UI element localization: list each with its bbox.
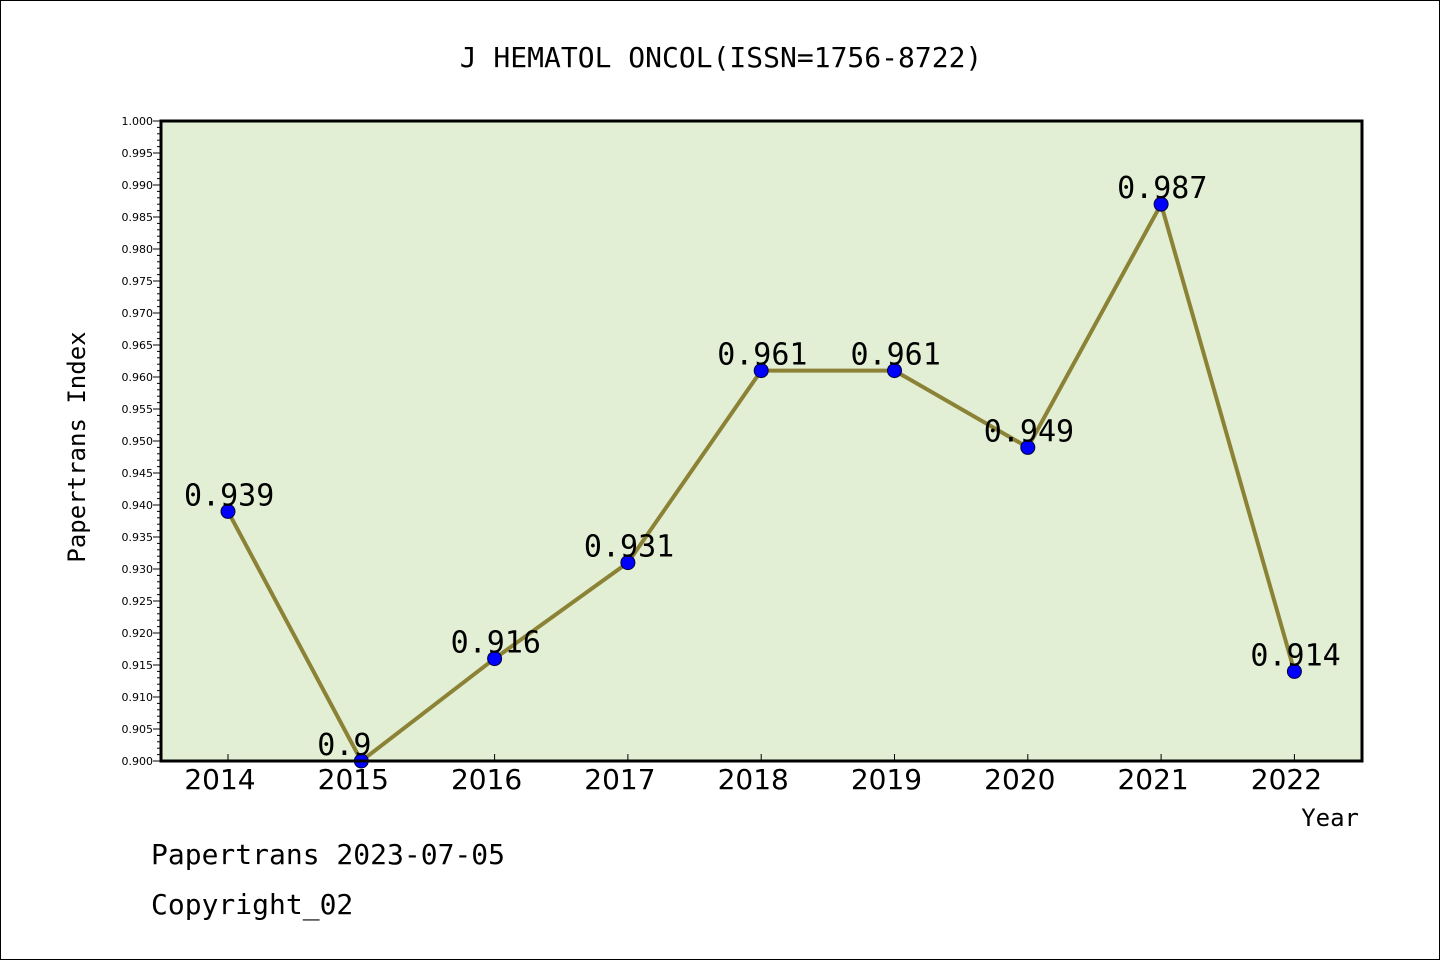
x-tick-label: 2014 bbox=[184, 763, 255, 796]
data-point-2018 bbox=[753, 363, 769, 379]
data-point-2017 bbox=[620, 555, 636, 571]
y-tick-label: 0.980 bbox=[122, 243, 154, 256]
data-point-2021 bbox=[1153, 196, 1169, 212]
y-tick-label: 0.950 bbox=[122, 435, 154, 448]
data-label-2018: 0.961 bbox=[717, 338, 807, 373]
y-tick-label: 0.995 bbox=[122, 147, 154, 160]
y-tick-label: 0.925 bbox=[122, 595, 154, 608]
y-axis: 0.900 0.905 0.910 0.915 0.920 0.925 0.930 0.935… bbox=[122, 115, 161, 768]
y-tick-label: 0.960 bbox=[122, 371, 154, 384]
data-label-2016: 0.916 bbox=[451, 626, 541, 661]
x-tick-label: 2018 bbox=[718, 763, 789, 796]
plot-border bbox=[159, 119, 1364, 763]
data-point-2014 bbox=[220, 503, 236, 519]
x-tick-label: 2016 bbox=[451, 763, 522, 796]
x-tick-label: 2015 bbox=[318, 763, 389, 796]
y-tick-label: 0.985 bbox=[122, 211, 154, 224]
y-tick-label: 0.910 bbox=[122, 691, 154, 704]
chart-title: J HEMATOL ONCOL(ISSN=1756-8722) bbox=[460, 41, 983, 74]
data-label-2017: 0.931 bbox=[584, 530, 674, 565]
data-label-2020: 0.949 bbox=[984, 414, 1074, 449]
y-tick-label: 0.930 bbox=[122, 563, 154, 576]
x-tick-label: 2019 bbox=[851, 763, 922, 796]
y-tick-label: 0.965 bbox=[122, 339, 154, 352]
y-tick-label: 0.970 bbox=[122, 307, 154, 320]
data-label-2021: 0.987 bbox=[1117, 171, 1207, 206]
y-tick-label: 0.955 bbox=[122, 403, 154, 416]
plot-area bbox=[161, 121, 1362, 761]
x-axis-label: Year bbox=[1301, 804, 1359, 832]
x-tick-label: 2017 bbox=[584, 763, 655, 796]
footer-copyright: Copyright_02 bbox=[151, 888, 353, 922]
x-tick-label: 2022 bbox=[1251, 763, 1322, 796]
y-tick-label: 0.905 bbox=[122, 723, 154, 736]
y-tick-label: 0.935 bbox=[122, 531, 154, 544]
data-point-2019 bbox=[887, 363, 902, 379]
x-axis: 2014 2015 2016 2017 2018 2019 2020 2021 2022 bbox=[184, 754, 1322, 796]
data-labels: 0.939 0.9 0.916 0.931 0.961 0.961 0.949 0.987 0.… bbox=[184, 171, 1341, 763]
data-label-2015: 0.9 bbox=[317, 728, 371, 763]
y-tick-label: 0.915 bbox=[122, 659, 154, 672]
data-label-2014: 0.939 bbox=[184, 478, 274, 513]
data-label-2019: 0.961 bbox=[851, 338, 941, 373]
series-line bbox=[220, 196, 1302, 769]
y-axis-label: Papertrans Index bbox=[63, 331, 91, 562]
x-tick-label: 2020 bbox=[984, 763, 1055, 796]
data-label-2022: 0.914 bbox=[1250, 638, 1340, 673]
y-tick-label: 0.920 bbox=[122, 627, 154, 640]
data-point-2022 bbox=[1286, 663, 1302, 679]
footer-date: Papertrans 2023-07-05 bbox=[151, 838, 505, 871]
y-tick-label: 0.940 bbox=[122, 499, 154, 512]
y-tick-label: 0.990 bbox=[122, 179, 154, 192]
data-point-2016 bbox=[487, 651, 503, 667]
y-tick-label: 0.945 bbox=[122, 467, 154, 480]
y-tick-label: 0.975 bbox=[122, 275, 154, 288]
y-tick-label: 1.000 bbox=[122, 115, 154, 128]
x-tick-label: 2021 bbox=[1117, 763, 1188, 796]
y-tick-label: 0.900 bbox=[122, 755, 154, 768]
data-point-2020 bbox=[1020, 439, 1036, 455]
